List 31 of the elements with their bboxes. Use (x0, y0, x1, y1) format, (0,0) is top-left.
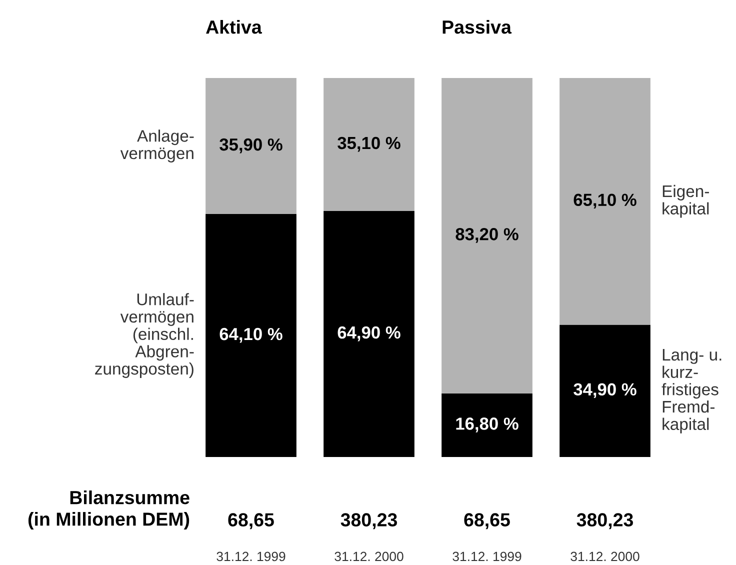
bar (560, 78, 650, 325)
bar (324, 211, 414, 457)
bar (206, 78, 296, 214)
bar (442, 393, 532, 457)
text: 380,23 (576, 513, 633, 530)
data-label: 35,90 % (220, 138, 282, 154)
data-label: 64,90 % (338, 326, 400, 342)
data-label: 35,10 % (338, 136, 400, 152)
text: Passiva (442, 20, 512, 34)
text: 68,65 (228, 513, 274, 530)
bar (560, 324, 650, 457)
data-label: 64,10 % (220, 328, 282, 343)
series-label: Anlage- vermögen (120, 130, 194, 162)
data-label: 83,20 % (456, 228, 518, 243)
x-tick-label: 31.12. 2000 (334, 552, 404, 562)
text: Aktiva (206, 20, 262, 34)
text: Bilanzsumme (in Millionen DEM) (28, 490, 190, 530)
x-tick-label: 31.12. 2000 (570, 552, 640, 562)
text: 380,23 (340, 513, 397, 530)
data-label: 16,80 % (456, 418, 518, 432)
x-tick-label: 31.12. 1999 (452, 552, 522, 562)
bar (206, 214, 296, 457)
text: 68,65 (464, 513, 510, 530)
data-label: 65,10 % (574, 194, 636, 209)
bar (442, 78, 532, 394)
x-tick-label: 31.12. 1999 (216, 552, 286, 562)
series-label: Umlauf- vermögen (einschl. Abgren- zungsposten) (95, 293, 194, 378)
data-label: 34,90 % (574, 383, 636, 398)
series-label: Lang- u. kurz- fristiges Fremd- kapital (662, 349, 722, 434)
bar (324, 78, 414, 212)
series-label: Eigen- kapital (662, 184, 709, 218)
